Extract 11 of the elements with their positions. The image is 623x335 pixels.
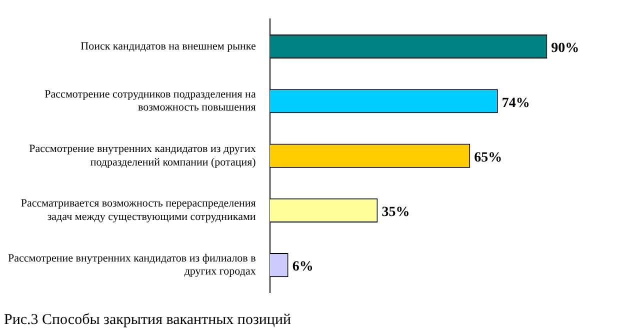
y-tick-label: Рассмотрение сотрудников подразделения на возможность повышения bbox=[44, 88, 256, 114]
data-label: 6% bbox=[292, 260, 314, 275]
y-tick-label: Рассмотрение внутренних кандидатов из других подразделений компании (ротация) bbox=[29, 143, 256, 168]
y-tick-label: Рассматривается возможность перераспределения задач между существующими сотрудниками bbox=[20, 198, 256, 223]
data-label: 65% bbox=[474, 150, 502, 166]
data-label: 35% bbox=[382, 205, 410, 220]
y-tick-label: Рассмотрение внутренних кандидатов из филиалов в других городах bbox=[8, 252, 256, 278]
data-label: 90% bbox=[551, 41, 580, 56]
text: Рис.3 Способы закрытия вакантных позиций bbox=[4, 312, 291, 329]
data-label: 74% bbox=[502, 96, 530, 111]
y-tick-label: Поиск кандидатов на внешнем рынке bbox=[80, 40, 256, 52]
